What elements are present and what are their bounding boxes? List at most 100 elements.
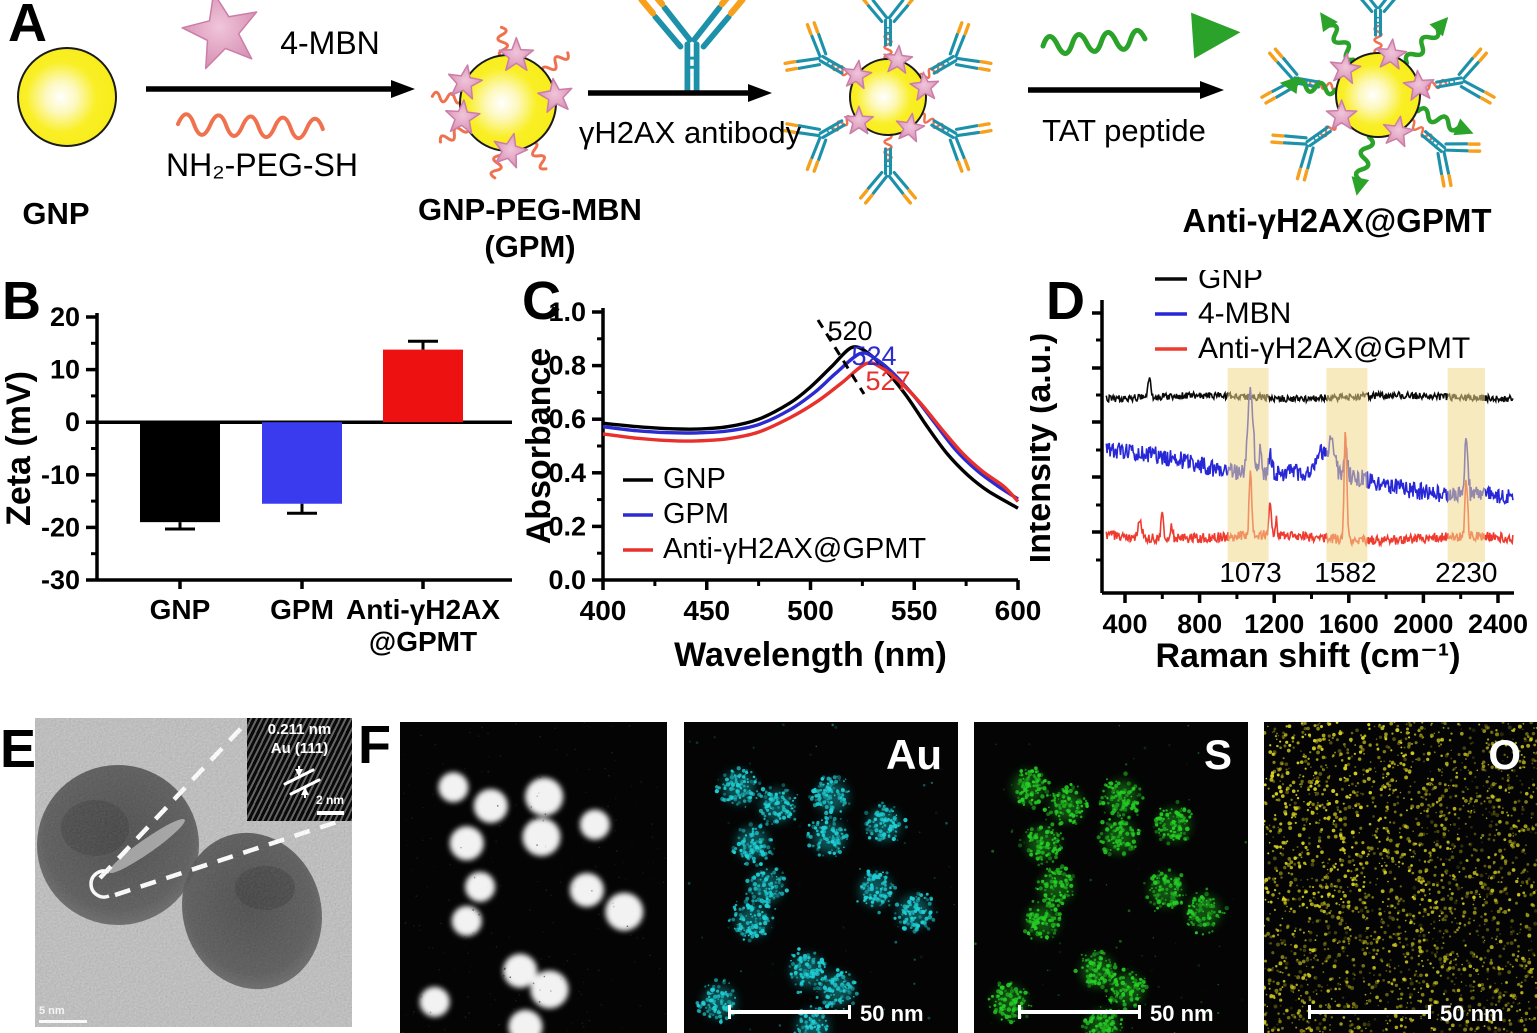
antibody-step-label: γH2AX antibody xyxy=(578,115,802,150)
peg-squiggle xyxy=(529,141,548,171)
bar-0 xyxy=(140,422,220,523)
haadf-particles xyxy=(419,772,644,1033)
svg-text:20: 20 xyxy=(50,302,80,332)
svg-text:800: 800 xyxy=(1177,609,1222,639)
svg-text:450: 450 xyxy=(683,595,730,626)
inset-scale-text: 2 nm xyxy=(315,793,344,807)
trace-GNP xyxy=(1105,377,1514,405)
svg-text:GPM: GPM xyxy=(663,498,729,530)
eds-map-haadf xyxy=(400,722,667,1033)
antibody-icon xyxy=(783,119,846,173)
panel-label-b: B xyxy=(2,271,41,331)
zeta-bar-chart: 20 10 0 -10 -20 -30 Zeta (mV) GNP GPM Anti-γH2AX@… xyxy=(0,302,512,657)
raman-axes: 400 800 1200 1600 2000 2400 Intensity (a.u.) Ra… xyxy=(1030,300,1528,675)
svg-text:GNP: GNP xyxy=(150,594,211,625)
svg-text:0: 0 xyxy=(65,407,80,437)
svg-text:Anti-γH2AX@GPMT: Anti-γH2AX@GPMT xyxy=(663,533,926,565)
curve-GPM xyxy=(602,351,1019,501)
svg-text:Absorbance: Absorbance xyxy=(520,348,558,545)
svg-text:Zeta (mV): Zeta (mV) xyxy=(0,371,38,526)
svg-text:Anti-γH2AX@GPMT: Anti-γH2AX@GPMT xyxy=(1198,332,1470,365)
uvvis-chart: 400 450 500 550 600 0.0 0.2 0.4 0.6 0.8 1.0 Absorba… xyxy=(520,297,1042,674)
peg-squiggle xyxy=(496,25,509,59)
tem-scale-bar xyxy=(39,1020,87,1023)
panel-label-d: D xyxy=(1046,271,1085,331)
raman-traces xyxy=(1105,377,1514,548)
tat-peptide-icon xyxy=(1351,134,1376,196)
svg-text:10: 10 xyxy=(50,355,80,385)
o-map-label: O xyxy=(1488,731,1521,778)
scale-bar: 50 nm xyxy=(1018,1001,1243,1026)
panel-label-a: A xyxy=(8,0,47,53)
svg-text:Wavelength (nm): Wavelength (nm) xyxy=(674,636,947,674)
tem-inset-lattice: 0.211 nm Au (111) 2 nm xyxy=(247,718,352,821)
scale-bar: 50 nm xyxy=(1308,1001,1533,1026)
product-label: Anti-γH2AX@GPMT xyxy=(1182,202,1492,239)
antibody-icon xyxy=(1420,130,1482,188)
svg-text:0.6: 0.6 xyxy=(548,404,586,434)
au-map-label: Au xyxy=(886,731,942,778)
svg-text:520: 520 xyxy=(827,316,872,346)
svg-text:600: 600 xyxy=(995,595,1042,626)
eds-map-s: S 50 nm xyxy=(974,722,1248,1033)
bar-1 xyxy=(262,422,342,504)
map-speckle xyxy=(687,723,956,1033)
antibody-icon xyxy=(861,0,915,47)
scale-bar-text: 50 nm xyxy=(860,1001,924,1026)
zeta-axes: 20 10 0 -10 -20 -30 Zeta (mV) GNP GPM Anti-γH2AX@… xyxy=(0,302,512,657)
eds-map-au: Au 50 nm xyxy=(684,722,958,1033)
peak-shift-dashed-line xyxy=(816,319,866,395)
bar-2 xyxy=(383,349,463,423)
svg-text:@GPMT: @GPMT xyxy=(369,626,477,657)
scale-bar-text: 50 nm xyxy=(1440,1001,1504,1026)
peg-label: NH₂-PEG-SH xyxy=(166,147,358,183)
svg-text:527: 527 xyxy=(865,366,910,396)
svg-text:0.8: 0.8 xyxy=(548,351,586,381)
svg-text:Intensity (a.u.): Intensity (a.u.) xyxy=(1030,333,1058,563)
svg-text:2230: 2230 xyxy=(1435,557,1497,588)
svg-text:0.2: 0.2 xyxy=(548,511,586,541)
raman-chart: 400 800 1200 1600 2000 2400 Intensity (a.u.) Ra… xyxy=(1030,270,1528,675)
antibody-icon xyxy=(1360,0,1396,37)
antibody-icon xyxy=(783,21,846,75)
svg-text:524: 524 xyxy=(851,341,896,371)
curve-GNP xyxy=(602,345,1019,510)
map-speckle xyxy=(974,724,1248,1033)
svg-text:1582: 1582 xyxy=(1314,557,1376,588)
panel-label-e: E xyxy=(0,719,37,779)
trace-4-MBN xyxy=(1105,386,1514,505)
highlight-bands xyxy=(1227,368,1485,562)
svg-text:1073: 1073 xyxy=(1219,557,1281,588)
svg-text:500: 500 xyxy=(787,595,834,626)
svg-text:1600: 1600 xyxy=(1319,609,1379,639)
scale-bar-text: 50 nm xyxy=(1150,1001,1214,1026)
svg-text:4-MBN: 4-MBN xyxy=(1198,297,1291,330)
antibody-icon xyxy=(930,119,993,173)
background-noise xyxy=(402,722,667,1033)
svg-text:-30: -30 xyxy=(41,565,80,595)
tat-peptide-icon xyxy=(1403,16,1449,66)
svg-text:2000: 2000 xyxy=(1393,609,1453,639)
gpm-label-line1: GNP-PEG-MBN xyxy=(418,192,642,227)
zeta-bars xyxy=(140,339,463,531)
trace-Anti-γH2AX@GPMT xyxy=(1105,431,1514,548)
svg-text:Anti-γH2AX: Anti-γH2AX xyxy=(346,594,500,625)
svg-text:-20: -20 xyxy=(41,512,80,542)
raman-peak-labels: 1073 1582 2230 xyxy=(1219,557,1497,588)
antibody-icon xyxy=(638,0,746,94)
tat-peptide-icon xyxy=(1320,12,1356,63)
tat-peptide-icon xyxy=(1279,76,1338,97)
tat-peptide-large xyxy=(1040,12,1241,59)
antibody-icon xyxy=(930,21,993,75)
svg-text:GPM: GPM xyxy=(270,594,334,625)
panel-label-f: F xyxy=(358,715,391,775)
lattice-measure-marks xyxy=(283,766,321,798)
tem-scale-text: 5 nm xyxy=(39,1005,65,1017)
mbn-label: 4-MBN xyxy=(280,25,380,61)
lattice-spacing-label: 0.211 nm xyxy=(267,721,332,738)
svg-text:400: 400 xyxy=(580,595,627,626)
inset-scale-bar xyxy=(317,811,344,815)
gpm-label-line2: (GPM) xyxy=(484,229,576,264)
